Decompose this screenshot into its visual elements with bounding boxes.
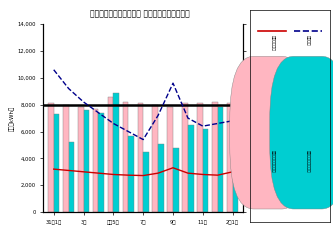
Bar [203,129,208,212]
Bar [138,103,143,212]
Bar [153,105,158,212]
Y-axis label: （百万kWh）: （百万kWh） [9,106,14,131]
Bar [113,93,119,212]
Bar [188,125,193,212]
Y-axis label: （％）: （％） [262,113,268,123]
Bar [233,138,238,212]
FancyBboxPatch shape [270,56,333,209]
Bar [108,97,113,212]
Text: 電力需要実績・発電実績 及び前年同月比の推移: 電力需要実績・発電実績 及び前年同月比の推移 [90,10,190,19]
Text: 電力需要実績: 電力需要実績 [270,35,274,51]
Bar [158,144,164,212]
Bar [84,110,89,212]
Bar [128,135,134,212]
FancyBboxPatch shape [230,56,306,209]
Bar [123,102,128,212]
Bar [93,109,99,212]
Bar [227,103,233,212]
Bar [167,107,173,212]
Bar [218,107,223,212]
Bar [63,105,69,212]
Text: 前年同月比（発電）: 前年同月比（発電） [305,150,309,172]
Bar [99,113,104,212]
Bar [143,152,149,212]
Bar [212,102,218,212]
Bar [197,103,203,212]
Bar [78,107,84,212]
Text: 前年同月比（需要）: 前年同月比（需要） [270,150,274,172]
Bar [69,142,74,212]
Bar [182,103,188,212]
Bar [48,103,54,212]
Bar [173,148,179,212]
Text: 発電実績: 発電実績 [305,35,309,46]
Bar [54,114,59,212]
